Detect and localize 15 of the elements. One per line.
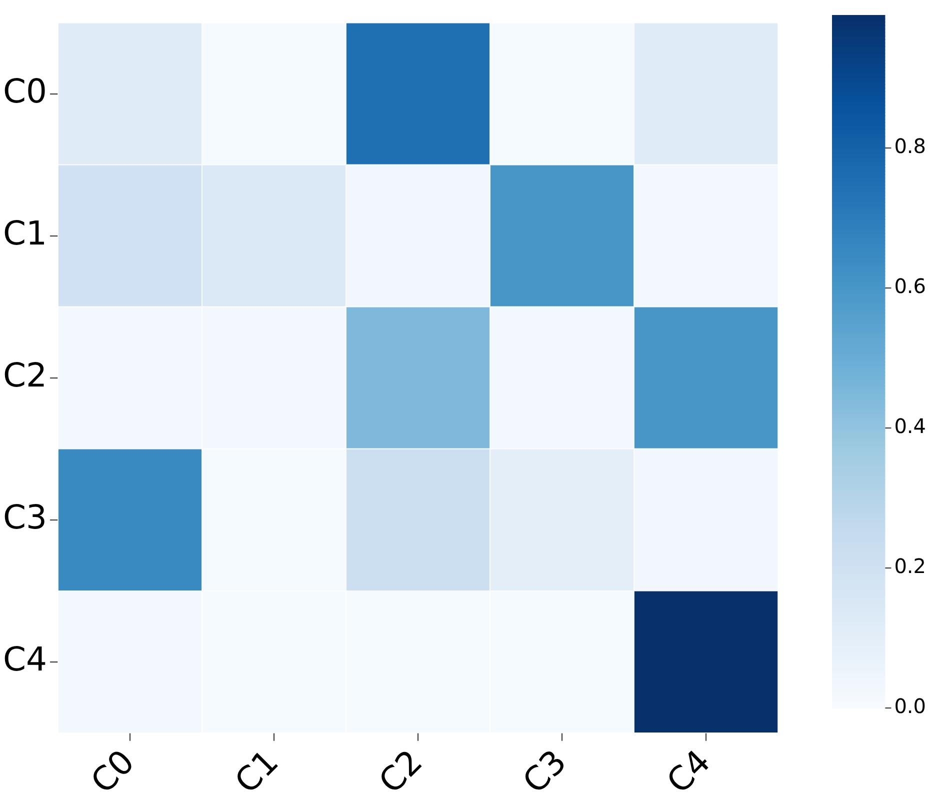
x-tick-label: C2 <box>371 742 430 801</box>
color-bar-label: 0.0 <box>894 694 926 718</box>
x-tick-label: C3 <box>515 742 574 801</box>
y-tick-label: C4 <box>2 639 48 678</box>
y-tick-label: C0 <box>2 71 48 110</box>
x-tick-label: C4 <box>659 742 718 801</box>
y-tick-label: C1 <box>2 213 48 252</box>
x-tick-label: C0 <box>83 742 142 801</box>
color-bar-label: 0.8 <box>894 134 926 158</box>
x-tick-label: C1 <box>227 742 286 801</box>
color-bar-label: 0.2 <box>894 554 926 578</box>
color-bar-label: 0.6 <box>894 274 926 298</box>
color-bar-label: 0.4 <box>894 414 926 438</box>
y-tick-label: C2 <box>2 355 48 394</box>
y-tick-label: C3 <box>2 497 48 536</box>
